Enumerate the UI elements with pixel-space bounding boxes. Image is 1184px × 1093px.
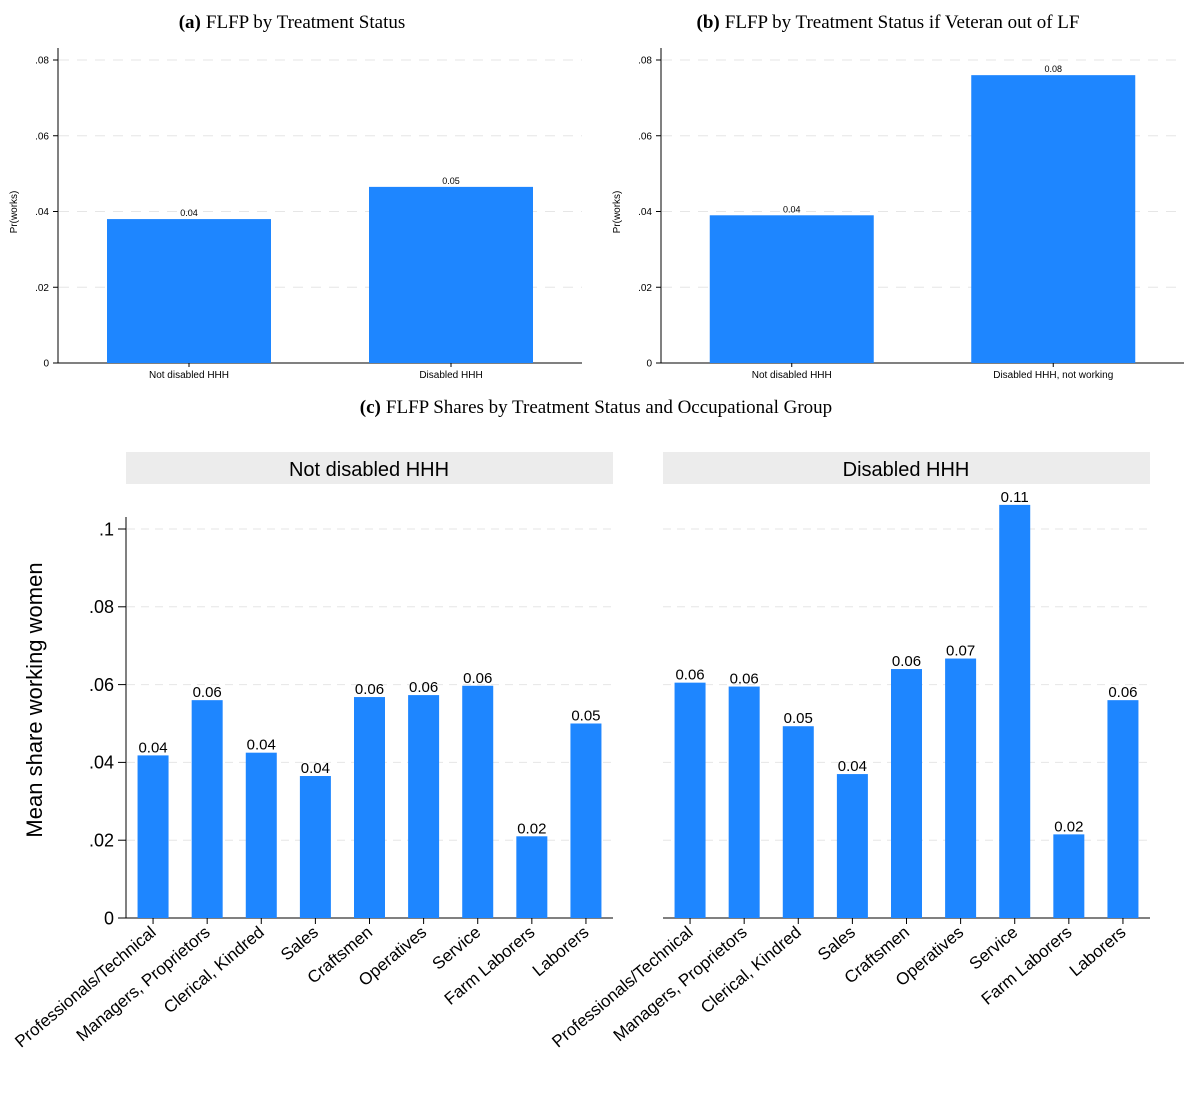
panel-b-y-tick-label: .06 (638, 131, 652, 142)
panel-c-left-x-tick-label: Laborers (529, 923, 593, 981)
panel-a-y-tick-label: 0 (43, 359, 49, 370)
panel-c-left-y-tick-label: .04 (89, 753, 114, 773)
panel-c-left-y-tick-label: .1 (99, 519, 114, 539)
panel-c-left-y-tick-label: 0 (104, 908, 114, 928)
panel-c-right-bar (728, 686, 760, 918)
panel-a-x-tick-label: Disabled HHH (419, 370, 482, 381)
panel-c-right-bar (999, 504, 1031, 918)
panel-c-right-data-label: 0.04 (838, 758, 867, 775)
panel-b-title: (b) FLFP by Treatment Status if Veteran o… (697, 12, 1080, 33)
panel-c-left-data-label: 0.05 (571, 708, 600, 725)
panel-b-ylabel: Pr(works) (612, 191, 623, 234)
panel-c-ylabel: Mean share working women (22, 562, 47, 837)
panel-a-y-tick-label: .02 (35, 283, 49, 294)
panel-c-right-data-label: 0.06 (1108, 684, 1137, 701)
panel-c-right-x-tick-label: Laborers (1066, 923, 1130, 981)
panel-c-left-bar (191, 700, 223, 918)
panel-c-right-bar (1107, 700, 1139, 918)
panel-c-right-data-label: 0.07 (946, 643, 975, 660)
panel-c-left-data-label: 0.06 (409, 679, 438, 696)
panel-c-left-bar (408, 695, 440, 918)
panel-a-y-tick-label: .08 (35, 56, 49, 67)
panel-c-left-bar (516, 836, 548, 918)
panel-b-bar (971, 75, 1136, 364)
panel-c-left-bar (570, 723, 602, 918)
panel-c-right-data-label: 0.06 (675, 667, 704, 684)
panel-c-left-data-label: 0.06 (193, 684, 222, 701)
panel-c-right-bar (891, 669, 922, 918)
facet-label-disabled: Disabled HHH (843, 459, 970, 481)
panel-c-left-x-tick-label: Sales (277, 923, 322, 965)
panel-c-right-data-label: 0.02 (1054, 818, 1083, 835)
panel-c-left-bar (299, 776, 331, 918)
panel-a-bar (107, 219, 271, 363)
panel-a-data-label: 0.05 (442, 176, 460, 186)
facet-strip-not-disabled (126, 452, 613, 484)
panel-c-right-data-label: 0.06 (892, 653, 921, 670)
panel-b-x-tick-label: Disabled HHH, not working (993, 370, 1113, 381)
panel-c-right-data-label: 0.11 (1001, 489, 1029, 506)
panel-a-y-tick-label: .04 (35, 207, 49, 218)
panel-c-left-data-label: 0.02 (517, 820, 546, 837)
panel-a-title: (a) FLFP by Treatment Status (179, 12, 406, 33)
panel-c-right-data-label: 0.05 (784, 710, 813, 727)
panel-b-x-tick-label: Not disabled HHH (752, 370, 832, 381)
panel-c-left-data-label: 0.04 (138, 739, 167, 756)
panel-a-bar (369, 186, 533, 363)
panel-c-left-y-tick-label: .08 (89, 597, 114, 617)
panel-c-right-bar (782, 726, 814, 918)
panel-b-bar (709, 215, 874, 363)
panel-c-right-bar (836, 774, 868, 918)
panel-c-left-y-tick-label: .02 (89, 831, 114, 851)
panel-b-y-tick-label: .04 (638, 207, 652, 218)
facet-strip-disabled (663, 452, 1150, 484)
panel-c-left-data-label: 0.06 (463, 670, 492, 687)
panel-b-y-tick-label: .02 (638, 283, 652, 294)
panel-c-left-data-label: 0.04 (247, 737, 276, 754)
panel-c-left-data-label: 0.06 (355, 681, 384, 698)
panel-a-y-tick-label: .06 (35, 131, 49, 142)
panel-c-left-y-tick-label: .06 (89, 675, 114, 695)
panel-c-right-bar (945, 658, 977, 918)
panel-c-left-bar (137, 755, 169, 918)
panel-c-right-x-tick-label: Clerical, Kindred (697, 923, 805, 1018)
panel-c-left-x-tick-label: Clerical, Kindred (160, 923, 268, 1018)
panel-c-right-x-tick-label: Sales (814, 923, 859, 965)
panel-c-right-bar (1053, 834, 1085, 918)
panel-b-y-tick-label: .08 (638, 56, 652, 67)
facet-label-not-disabled: Not disabled HHH (289, 459, 449, 481)
panel-c-title: (c) FLFP Shares by Treatment Status and O… (360, 397, 832, 418)
panel-a-x-tick-label: Not disabled HHH (149, 370, 229, 381)
panel-c-left-bar (462, 685, 494, 918)
panel-c-left-bar (245, 752, 277, 918)
panel-c-left-data-label: 0.04 (301, 760, 330, 777)
panel-a-ylabel: Pr(works) (9, 191, 20, 234)
panel-b-data-label: 0.04 (783, 204, 801, 214)
panel-b-data-label: 0.08 (1044, 64, 1062, 74)
panel-a-data-label: 0.04 (180, 208, 198, 218)
panel-c-right-data-label: 0.06 (730, 671, 759, 688)
panel-c-right-bar (674, 682, 706, 918)
panel-b-y-tick-label: 0 (646, 359, 652, 370)
panel-c-left-bar (354, 697, 385, 918)
